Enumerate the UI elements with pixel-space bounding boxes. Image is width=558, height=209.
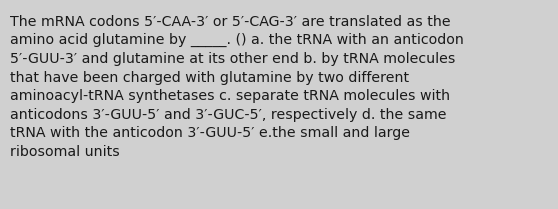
Text: The mRNA codons 5′-CAA-3′ or 5′-CAG-3′ are translated as the
amino acid glutamin: The mRNA codons 5′-CAA-3′ or 5′-CAG-3′ a… xyxy=(10,15,464,159)
